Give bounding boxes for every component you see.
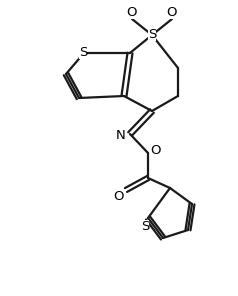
Text: O: O — [127, 6, 137, 19]
Text: S: S — [148, 28, 156, 41]
Text: S: S — [79, 46, 87, 59]
Text: O: O — [167, 6, 177, 19]
Text: O: O — [114, 189, 124, 202]
Text: S: S — [141, 220, 149, 232]
Text: N: N — [116, 128, 126, 141]
Text: O: O — [151, 144, 161, 157]
